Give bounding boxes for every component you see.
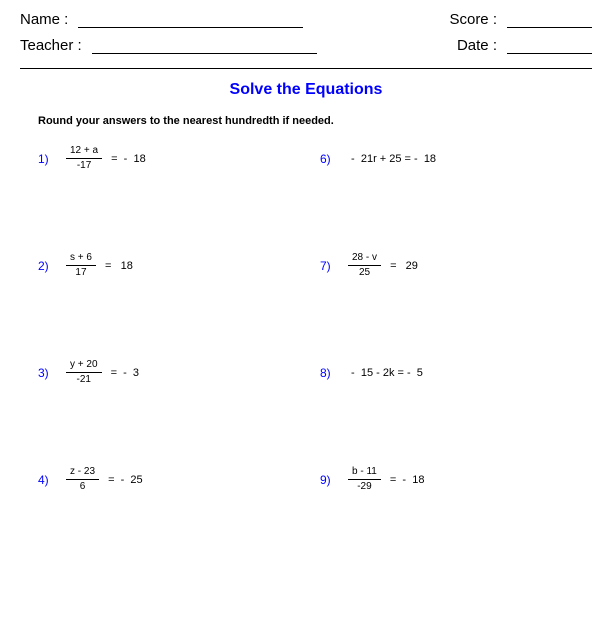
teacher-label: Teacher : <box>20 37 82 54</box>
equation: 28 - v25 = 29 <box>348 252 418 279</box>
problem-number: 2) <box>38 259 52 273</box>
score-label: Score : <box>449 11 497 28</box>
problem: 8) - 15 - 2k = - 5 <box>320 359 592 386</box>
problem: 1) 12 + a-17 = - 18 <box>38 145 310 172</box>
fraction: s + 617 <box>66 252 96 279</box>
equation: - 15 - 2k = - 5 <box>348 367 423 379</box>
problem: 6) - 21r + 25 = - 18 <box>320 145 592 172</box>
fraction: 12 + a-17 <box>66 145 102 172</box>
equation: s + 617 = 18 <box>66 252 133 279</box>
date-blank <box>507 36 592 54</box>
problem-number: 4) <box>38 473 52 487</box>
numerator: s + 6 <box>66 252 96 266</box>
name-blank <box>78 10 303 28</box>
denominator: -29 <box>357 480 371 493</box>
problems-grid: 1) 12 + a-17 = - 18 6) - 21r + 25 = - 18 2)… <box>20 145 592 493</box>
problem: 7) 28 - v25 = 29 <box>320 252 592 279</box>
denominator: 25 <box>359 266 370 279</box>
numerator: y + 20 <box>66 359 102 373</box>
problem-number: 9) <box>320 473 334 487</box>
teacher-blank <box>92 36 317 54</box>
divider <box>20 68 592 69</box>
problem-number: 6) <box>320 152 334 166</box>
equals-part: = - 18 <box>387 474 425 486</box>
problem: 3) y + 20-21 = - 3 <box>38 359 310 386</box>
page-title: Solve the Equations <box>20 81 592 99</box>
equals-part: = - 18 <box>108 153 146 165</box>
instructions: Round your answers to the nearest hundre… <box>38 115 592 127</box>
equals-part: = - 3 <box>108 367 140 379</box>
numerator: b - 11 <box>348 466 381 480</box>
score-blank <box>507 10 592 28</box>
problem: 9) b - 11-29 = - 18 <box>320 466 592 493</box>
problem-number: 8) <box>320 366 334 380</box>
fraction: z - 236 <box>66 466 99 493</box>
equation: - 21r + 25 = - 18 <box>348 153 436 165</box>
problem-number: 7) <box>320 259 334 273</box>
problem-number: 1) <box>38 152 52 166</box>
equation: 12 + a-17 = - 18 <box>66 145 146 172</box>
fraction: y + 20-21 <box>66 359 102 386</box>
problem-number: 3) <box>38 366 52 380</box>
denominator: 17 <box>75 266 86 279</box>
equation: z - 236 = - 25 <box>66 466 143 493</box>
equation: b - 11-29 = - 18 <box>348 466 424 493</box>
equals-part: = 18 <box>102 260 133 272</box>
equals-part: = - 25 <box>105 474 143 486</box>
denominator: -17 <box>77 159 91 172</box>
numerator: z - 23 <box>66 466 99 480</box>
fraction: b - 11-29 <box>348 466 381 493</box>
denominator: 6 <box>80 480 86 493</box>
fraction: 28 - v25 <box>348 252 381 279</box>
numerator: 12 + a <box>66 145 102 159</box>
equation: y + 20-21 = - 3 <box>66 359 139 386</box>
date-label: Date : <box>457 37 497 54</box>
equals-part: = 29 <box>387 260 418 272</box>
problem: 4) z - 236 = - 25 <box>38 466 310 493</box>
denominator: -21 <box>77 373 91 386</box>
expression: - 21r + 25 = - 18 <box>348 153 436 165</box>
expression: - 15 - 2k = - 5 <box>348 367 423 379</box>
problem: 2) s + 617 = 18 <box>38 252 310 279</box>
numerator: 28 - v <box>348 252 381 266</box>
name-label: Name : <box>20 11 68 28</box>
